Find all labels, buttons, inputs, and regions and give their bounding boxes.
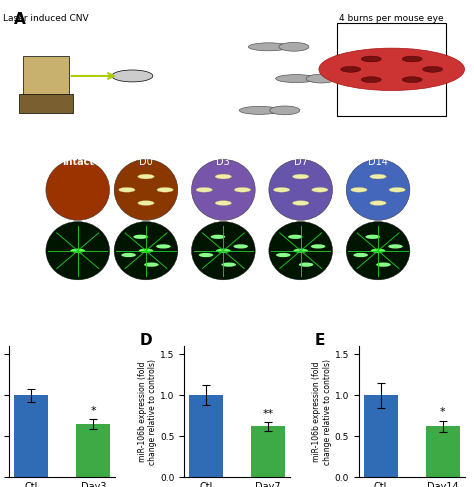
Circle shape [292,174,309,179]
Circle shape [216,248,231,253]
Circle shape [402,56,422,62]
Circle shape [138,174,154,179]
Circle shape [423,66,443,72]
Circle shape [311,244,325,248]
Text: D: D [140,333,152,348]
Text: D3: D3 [217,157,230,167]
Ellipse shape [269,222,333,280]
Circle shape [71,248,85,253]
Ellipse shape [191,159,255,220]
Circle shape [299,262,313,267]
Circle shape [361,77,381,83]
Circle shape [311,187,328,192]
Circle shape [157,187,173,192]
Ellipse shape [276,75,317,83]
Circle shape [292,201,309,206]
Text: Laser induced CNV: Laser induced CNV [3,14,89,23]
Ellipse shape [114,222,178,280]
Circle shape [365,235,380,239]
Circle shape [319,48,465,91]
Ellipse shape [46,222,109,280]
Bar [189,395,223,477]
Circle shape [196,187,212,192]
Ellipse shape [239,106,280,114]
Text: 4 burns per mouse eye: 4 burns per mouse eye [339,14,444,23]
FancyBboxPatch shape [23,56,69,96]
Circle shape [361,56,381,62]
Text: D7: D7 [294,157,308,167]
Text: **: ** [263,409,273,419]
Text: D14: D14 [368,157,388,167]
Circle shape [402,77,422,83]
Ellipse shape [191,222,255,280]
Y-axis label: miR-106b expression (fold
change relative to controls): miR-106b expression (fold change relativ… [138,359,157,465]
Circle shape [341,66,361,72]
Circle shape [144,262,159,267]
Circle shape [210,235,225,239]
Text: *: * [440,408,446,417]
Bar [426,427,460,477]
Text: A: A [14,12,26,27]
Text: *: * [91,406,96,416]
Ellipse shape [346,159,410,220]
Circle shape [306,74,336,83]
Circle shape [156,244,171,248]
Circle shape [371,248,385,253]
Circle shape [351,187,367,192]
Circle shape [112,70,153,82]
Ellipse shape [248,43,289,51]
Text: Fluorescein Angiography: Fluorescein Angiography [18,217,23,285]
Ellipse shape [46,159,109,220]
Ellipse shape [269,159,333,220]
Circle shape [138,201,154,206]
Circle shape [376,262,391,267]
Circle shape [354,253,368,257]
Circle shape [273,187,290,192]
Circle shape [370,174,386,179]
FancyBboxPatch shape [337,23,447,115]
Bar [364,395,398,477]
Circle shape [133,235,148,239]
Text: E: E [314,333,325,348]
Circle shape [276,253,291,257]
Circle shape [121,253,136,257]
Circle shape [293,248,308,253]
Circle shape [279,42,309,51]
Circle shape [221,262,236,267]
Circle shape [215,201,231,206]
Bar [14,395,48,477]
Circle shape [370,201,386,206]
FancyBboxPatch shape [18,94,73,113]
Ellipse shape [346,222,410,280]
Circle shape [215,174,231,179]
Circle shape [234,244,248,248]
Text: Infrared Reflectance: Infrared Reflectance [18,161,23,216]
Y-axis label: miR-106b expression (fold
change relative to controls): miR-106b expression (fold change relativ… [312,359,332,465]
Circle shape [389,187,405,192]
Circle shape [288,235,302,239]
Circle shape [270,106,300,115]
Text: Intact: Intact [62,157,94,167]
Circle shape [118,187,135,192]
Bar [251,427,285,477]
Circle shape [388,244,403,248]
Text: D0: D0 [139,157,153,167]
Circle shape [234,187,251,192]
Circle shape [199,253,213,257]
Ellipse shape [114,159,178,220]
Circle shape [139,248,153,253]
Text: B: B [14,154,26,169]
Bar [76,424,110,477]
